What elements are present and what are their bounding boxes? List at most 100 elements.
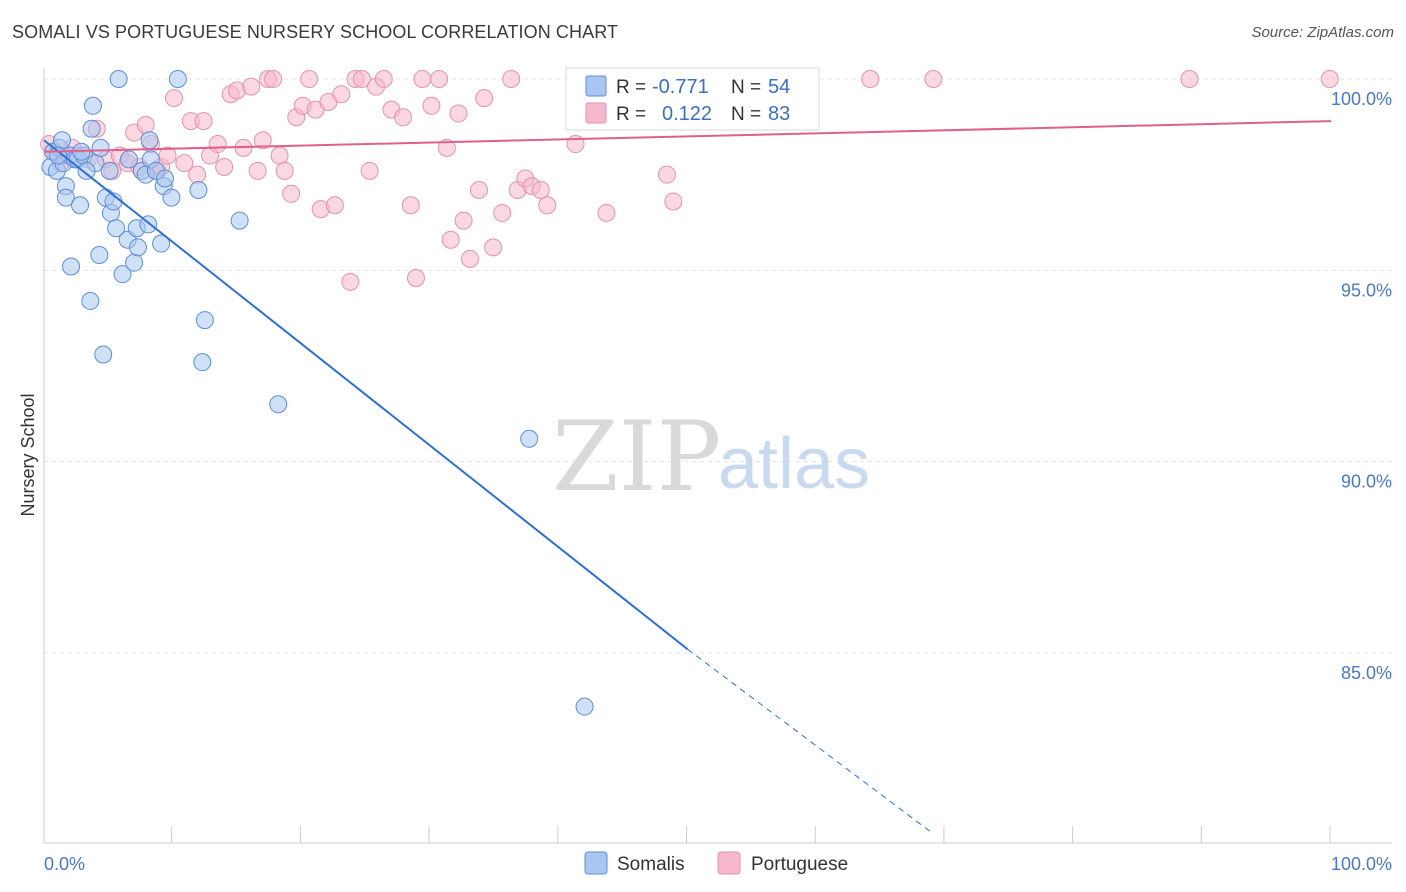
somali-point-9 [62,257,81,276]
somali-point-27 [113,265,132,284]
portuguese-point-44 [325,196,344,215]
somali-point-25 [107,219,126,238]
somali-legend-swatch [585,75,607,97]
somali-point-49 [575,697,594,716]
somali-point-42 [168,70,187,88]
somalis-legend-label: Somalis [617,854,685,875]
gridlines [44,78,1392,654]
chart-title: SOMALI VS PORTUGUESE NURSERY SCHOOL CORR… [12,22,619,42]
portuguese-point-31 [248,161,267,180]
series-legend: Somalis Portuguese [584,851,848,875]
axes [43,68,1392,844]
watermark-zip: ZIP [552,401,721,513]
portuguese-point-78 [664,192,683,211]
somali-point-31 [128,238,147,257]
somali-r-value: -0.771 [652,76,709,98]
portuguese-point-63 [460,249,479,268]
portuguese-n-value: 83 [768,103,790,125]
portuguese-point-79 [861,70,880,88]
portuguese-point-35 [270,146,289,165]
portuguese-point-56 [413,70,432,88]
somali-point-35 [140,131,159,150]
somali-point-29 [125,253,144,272]
somali-point-16 [83,96,102,115]
portuguese-point-60 [441,230,460,249]
somali-point-45 [195,311,214,330]
somali-point-18 [90,246,109,265]
somali-trendline [43,139,689,650]
somali-point-15 [82,119,101,138]
portuguese-r-value: 0.122 [662,103,712,125]
somali-point-52 [119,150,138,169]
somali-point-4 [53,131,72,150]
portuguese-point-22 [188,165,207,184]
y-tick-label-3: 85.0% [1341,663,1392,683]
portuguese-point-61 [449,104,468,123]
portuguese-point-65 [475,89,494,108]
somali-n-value: 54 [768,76,790,98]
somali-point-22 [100,161,119,180]
y-tick-label-2: 90.0% [1341,472,1392,492]
portuguese-point-40 [300,70,319,88]
somali-point-12 [71,196,90,215]
portuguese-point-49 [360,161,379,180]
somali-point-19 [91,138,110,157]
x-tick-label-max: 100.0% [1331,854,1392,874]
portuguese-point-62 [454,211,473,230]
somali-point-47 [269,395,288,414]
y-tick-label-0: 100.0% [1331,89,1392,109]
portuguese-point-36 [275,161,294,180]
portuguese-point-54 [401,196,420,215]
portuguese-legend-label: Portuguese [751,854,848,875]
portuguese-point-23 [194,112,213,131]
somali-point-53 [77,161,96,180]
portuguese-point-58 [430,70,449,88]
somalis-legend-swatch [584,851,608,875]
somali-point-40 [155,169,174,188]
somali-point-14 [81,291,100,310]
portuguese-point-57 [422,96,441,115]
stats-legend-box [565,67,820,131]
portuguese-point-51 [374,70,393,88]
portuguese-point-20 [175,154,194,173]
somali-point-7 [56,188,75,207]
portuguese-point-48 [352,70,371,88]
portuguese-point-30 [242,77,261,96]
portuguese-point-67 [493,203,512,222]
portuguese-point-66 [484,238,503,257]
portuguese-point-82 [1320,70,1339,88]
somali-r-label: R = [616,77,646,98]
portuguese-point-77 [657,165,676,184]
y-tick-labels: 100.0% 95.0% 90.0% 85.0% [1331,89,1392,683]
source-credit: Source: ZipAtlas.com [1251,24,1394,41]
portuguese-point-72 [531,180,550,199]
somali-point-46 [230,211,249,230]
portuguese-point-59 [437,138,456,157]
portuguese-point-18 [158,146,177,165]
portuguese-legend-swatch-bottom [717,851,741,875]
portuguese-n-label: N = [731,104,761,125]
portuguese-point-53 [394,108,413,127]
stats-legend: R = -0.771 N = 54 R = 0.122 N = 83 [565,67,820,131]
portuguese-point-46 [341,272,360,291]
portuguese-point-19 [164,89,183,108]
portuguese-point-64 [470,180,489,199]
portuguese-legend-swatch [585,102,607,124]
trendlines [43,120,1332,834]
somali-point-26 [109,70,128,88]
watermark-atlas: atlas [718,424,870,504]
somali-point-38 [152,234,171,253]
somali-point-20 [94,345,113,364]
y-axis-label: Nursery School [18,393,38,516]
portuguese-point-68 [502,70,521,88]
somali-points [41,70,594,716]
portuguese-point-14 [136,115,155,134]
somali-trendline-extension [687,648,933,834]
somali-point-41 [162,188,181,207]
portuguese-point-34 [264,70,283,88]
x-tick-label-min: 0.0% [44,854,85,874]
y-tick-label-1: 95.0% [1341,280,1392,300]
portuguese-point-26 [215,158,234,177]
portuguese-point-81 [1180,70,1199,88]
